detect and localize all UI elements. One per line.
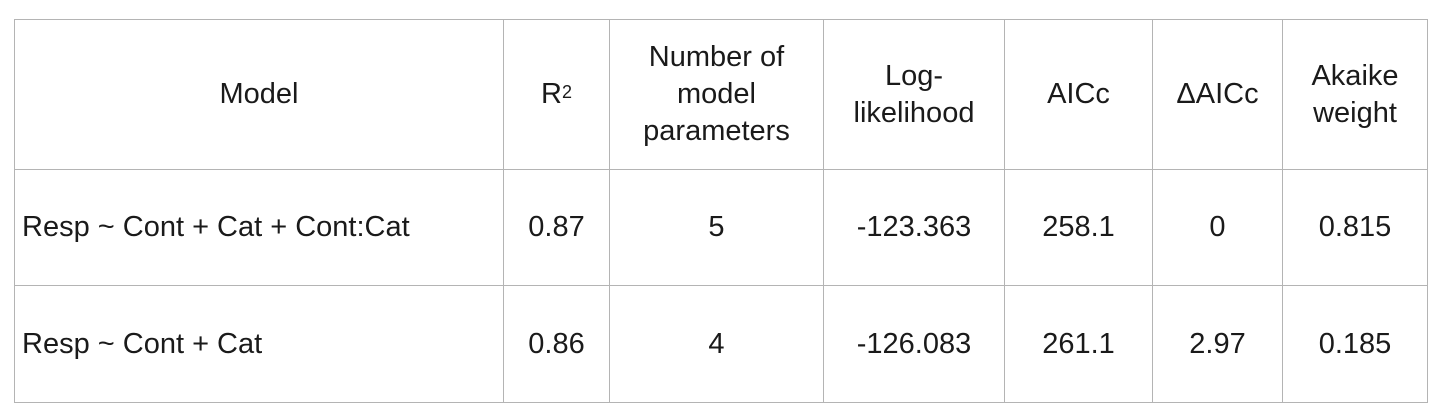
header-num-params-line-2: model [677,78,756,110]
header-aicc-label: AICc [1047,78,1110,110]
header-r2-base: R [541,78,562,110]
cell-log-likelihood: -123.363 [823,169,1005,286]
cell-aicc: 261.1 [1004,285,1153,403]
header-akaike-weight: Akaike weight [1282,19,1428,170]
cell-r2: 0.87 [503,169,610,286]
cell-r2: 0.86 [503,285,610,403]
header-num-params: Number of model parameters [609,19,824,170]
table-row: Resp ~ Cont + Cat 0.86 4 -126.083 261.1 … [14,285,1428,403]
header-model-label: Model [219,78,299,110]
model-comparison-table: Model R2 Number of model parameters Log-… [14,19,1428,403]
header-delta-aicc-label: ΔAICc [1176,78,1259,110]
cell-num-params: 5 [609,169,824,286]
header-akaike-weight-line-2: weight [1313,96,1397,129]
cell-model: Resp ~ Cont + Cat + Cont:Cat [14,169,504,286]
cell-num-params: 4 [609,285,824,403]
header-model: Model [14,19,504,170]
cell-delta-aicc: 2.97 [1152,285,1283,403]
header-aicc: AICc [1004,19,1153,170]
header-delta-aicc: ΔAICc [1152,19,1283,170]
header-r2: R2 [503,19,610,170]
cell-log-likelihood: -126.083 [823,285,1005,403]
header-row: Model R2 Number of model parameters Log-… [14,19,1428,170]
cell-akaike-weight: 0.185 [1282,285,1428,403]
header-akaike-weight-line-1: Akaike [1311,59,1399,92]
header-num-params-line-1: Number of [648,41,785,73]
header-num-params-line-3: parameters [643,115,790,147]
cell-aicc: 258.1 [1004,169,1153,286]
cell-akaike-weight: 0.815 [1282,169,1428,286]
header-r2-superscript: 2 [561,82,572,102]
header-log-likelihood-line-1: Log- [884,59,944,92]
table-row: Resp ~ Cont + Cat + Cont:Cat 0.87 5 -123… [14,169,1428,286]
cell-delta-aicc: 0 [1152,169,1283,286]
cell-model: Resp ~ Cont + Cat [14,285,504,403]
header-log-likelihood: Log- likelihood [823,19,1005,170]
header-log-likelihood-line-2: likelihood [853,96,975,129]
